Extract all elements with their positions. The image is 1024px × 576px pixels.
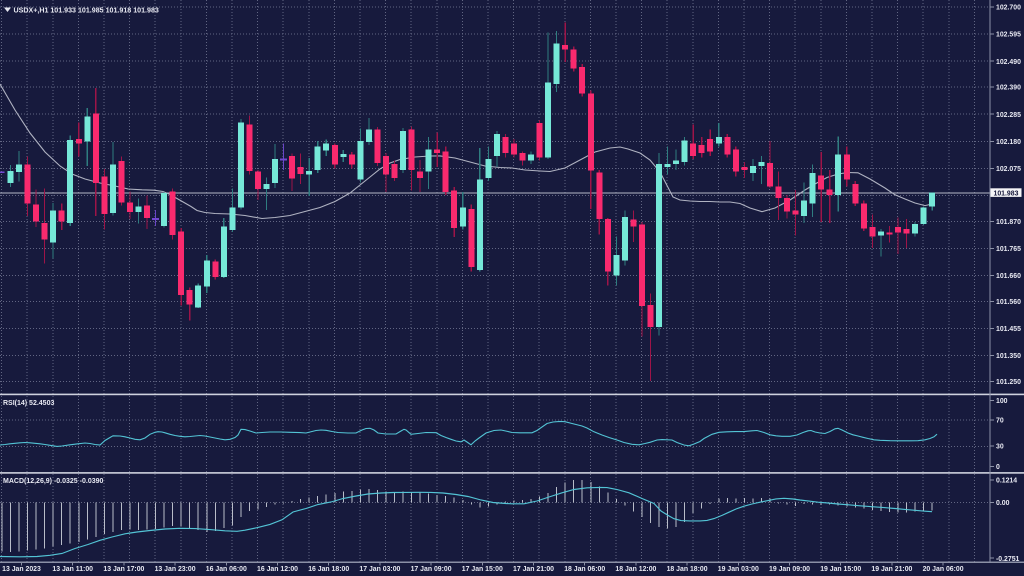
svg-text:101.250: 101.250 bbox=[996, 379, 1021, 386]
svg-text:19 Jan 15:00: 19 Jan 15:00 bbox=[820, 566, 861, 573]
svg-text:100: 100 bbox=[996, 398, 1008, 405]
svg-text:16 Jan 06:00: 16 Jan 06:00 bbox=[206, 566, 247, 573]
svg-text:102.075: 102.075 bbox=[996, 166, 1021, 173]
svg-text:101.765: 101.765 bbox=[996, 246, 1021, 253]
svg-text:30: 30 bbox=[996, 444, 1004, 451]
svg-text:102.490: 102.490 bbox=[996, 59, 1021, 66]
svg-text:17 Jan 21:00: 17 Jan 21:00 bbox=[513, 566, 554, 573]
svg-text:102.285: 102.285 bbox=[996, 112, 1021, 119]
svg-text:17 Jan 15:00: 17 Jan 15:00 bbox=[462, 566, 503, 573]
svg-text:18 Jan 06:00: 18 Jan 06:00 bbox=[564, 566, 605, 573]
svg-text:102.595: 102.595 bbox=[996, 32, 1021, 39]
svg-text:USDX+,H1 101.933 101.985 101.: USDX+,H1 101.933 101.985 101.918 101.983 bbox=[14, 6, 159, 14]
svg-text:101.350: 101.350 bbox=[996, 353, 1021, 360]
svg-text:16 Jan 18:00: 16 Jan 18:00 bbox=[308, 566, 349, 573]
svg-text:102.700: 102.700 bbox=[996, 5, 1021, 12]
svg-text:13 Jan 11:00: 13 Jan 11:00 bbox=[52, 566, 93, 573]
svg-text:MACD(12,26,9) -0.0325 -0.0390: MACD(12,26,9) -0.0325 -0.0390 bbox=[3, 478, 103, 485]
svg-text:20 Jan 06:00: 20 Jan 06:00 bbox=[923, 566, 964, 573]
svg-text:13 Jan 2023: 13 Jan 2023 bbox=[2, 566, 41, 573]
svg-text:13 Jan 23:00: 13 Jan 23:00 bbox=[155, 566, 196, 573]
svg-text:17 Jan 03:00: 17 Jan 03:00 bbox=[359, 566, 400, 573]
svg-text:13 Jan 17:00: 13 Jan 17:00 bbox=[103, 566, 144, 573]
svg-text:101.870: 101.870 bbox=[996, 219, 1021, 226]
svg-text:102.180: 102.180 bbox=[996, 139, 1021, 146]
svg-text:101.660: 101.660 bbox=[996, 273, 1021, 280]
svg-text:0: 0 bbox=[996, 464, 1000, 471]
svg-text:19 Jan 21:00: 19 Jan 21:00 bbox=[871, 566, 912, 573]
svg-text:RSI(14) 52.4503: RSI(14) 52.4503 bbox=[3, 400, 54, 407]
svg-text:0.00: 0.00 bbox=[996, 500, 1010, 507]
svg-text:101.560: 101.560 bbox=[996, 299, 1021, 306]
svg-text:0.1214: 0.1214 bbox=[996, 477, 1017, 484]
svg-text:70: 70 bbox=[996, 418, 1004, 425]
svg-text:18 Jan 18:00: 18 Jan 18:00 bbox=[667, 566, 708, 573]
svg-text:19 Jan 03:00: 19 Jan 03:00 bbox=[718, 566, 759, 573]
svg-text:18 Jan 12:00: 18 Jan 12:00 bbox=[615, 566, 656, 573]
svg-text:16 Jan 12:00: 16 Jan 12:00 bbox=[257, 566, 298, 573]
svg-text:-0.2751: -0.2751 bbox=[996, 556, 1020, 563]
svg-text:19 Jan 09:00: 19 Jan 09:00 bbox=[769, 566, 810, 573]
svg-text:102.390: 102.390 bbox=[996, 85, 1021, 92]
svg-text:17 Jan 09:00: 17 Jan 09:00 bbox=[411, 566, 452, 573]
svg-text:101.455: 101.455 bbox=[996, 326, 1021, 333]
svg-text:101.983: 101.983 bbox=[994, 190, 1019, 197]
